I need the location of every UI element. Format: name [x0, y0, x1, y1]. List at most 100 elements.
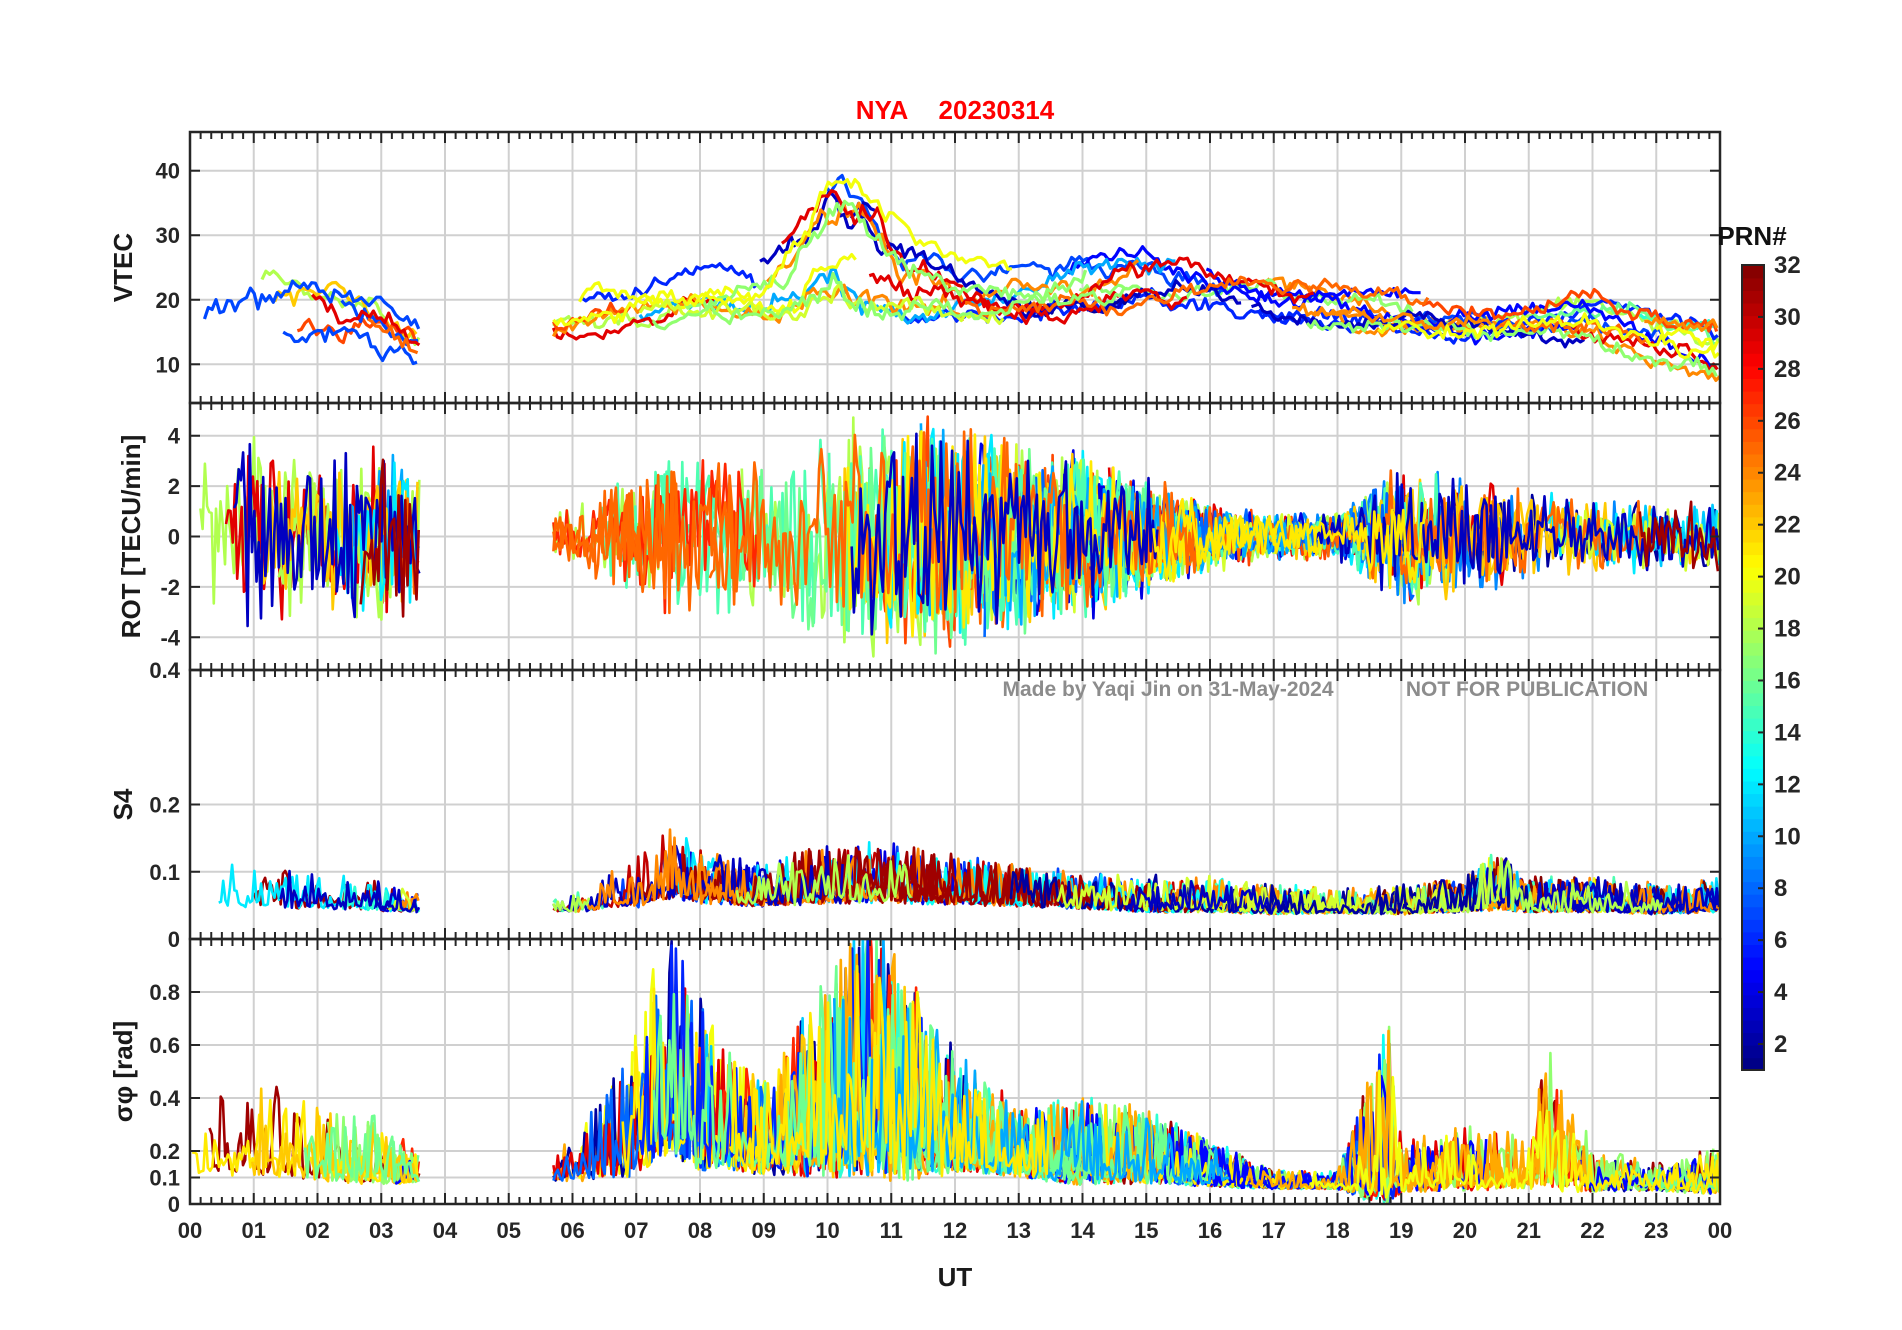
colorbar-swatch — [1742, 969, 1764, 983]
prn-trace-7 — [282, 326, 418, 366]
prn-trace-24 — [1644, 316, 1719, 332]
watermark-notice: NOT FOR PUBLICATION — [1406, 678, 1648, 701]
colorbar-swatch — [1742, 403, 1764, 417]
x-ticks-sigma_phi — [189, 939, 1721, 1204]
y-tick-label-vtec: 20 — [156, 288, 180, 313]
colorbar-label: PRN# — [1717, 221, 1787, 251]
prn-trace-3 — [1125, 879, 1290, 915]
x-tick-label: 22 — [1580, 1218, 1604, 1243]
x-tick-label: 17 — [1262, 1218, 1286, 1243]
x-tick-label: 14 — [1070, 1218, 1095, 1243]
traces-vtec — [202, 173, 1720, 382]
prn-trace-3 — [850, 432, 1159, 636]
colorbar-swatch — [1742, 956, 1764, 971]
x-ticks-vtec — [189, 132, 1721, 403]
prn-trace-24 — [573, 828, 752, 913]
colorbar-tick-label: 22 — [1774, 512, 1801, 539]
y-tick-label-sigma_phi: 0.2 — [149, 1139, 180, 1164]
prn-trace-17 — [682, 199, 1088, 312]
y-tick-label-rot: 2 — [168, 474, 180, 499]
x-tick-label: 15 — [1134, 1218, 1158, 1243]
colorbar-swatch — [1742, 503, 1764, 518]
prn-trace-29 — [868, 272, 1188, 325]
prn-trace-3 — [1557, 877, 1720, 915]
y-axis-label-s4: S4 — [108, 788, 138, 820]
y-tick-label-sigma_phi: 0.6 — [149, 1033, 180, 1058]
y-tick-label-sigma_phi: 0.8 — [149, 980, 180, 1005]
colorbar-swatch — [1742, 629, 1764, 644]
prn-trace-26 — [1421, 287, 1719, 333]
x-tick-label: 18 — [1325, 1218, 1349, 1243]
colorbar-swatch — [1742, 868, 1764, 883]
colorbar-tick-label: 24 — [1774, 460, 1801, 487]
title-date: 20230314 — [939, 95, 1055, 125]
colorbar-swatch — [1742, 1044, 1764, 1059]
y-tick-label-vtec: 10 — [156, 352, 180, 377]
colorbar-tick-label: 12 — [1774, 771, 1801, 798]
colorbar-swatch — [1742, 277, 1764, 291]
colorbar-swatch — [1742, 566, 1764, 581]
colorbar-tick-label: 8 — [1774, 875, 1787, 902]
prn-trace-24 — [1291, 302, 1511, 333]
colorbar-tick-label: 14 — [1774, 719, 1801, 746]
y-tick-label-rot: 0 — [168, 525, 180, 550]
colorbar-swatch — [1742, 617, 1764, 631]
colorbar-swatch — [1742, 529, 1764, 543]
colorbar-swatch — [1742, 730, 1764, 744]
y-tick-label-vtec: 40 — [156, 159, 180, 184]
colorbar-swatch — [1742, 315, 1764, 329]
prn-trace-20 — [1655, 324, 1719, 351]
colorbar-swatch — [1742, 994, 1764, 1008]
colorbar-swatch — [1742, 717, 1764, 732]
colorbar-swatch — [1742, 265, 1764, 279]
panel-vtec: 10 20 30 40 VTEC — [108, 130, 1722, 405]
prn-trace-7 — [202, 279, 421, 330]
colorbar-swatch — [1742, 692, 1764, 707]
colorbar-swatch — [1742, 302, 1764, 317]
colorbar-swatch — [1742, 491, 1764, 505]
panel-sigma_phi: 00.10.2 0.4 0.6 0.8 σφ [rad] 00 01 02 03 04 05 06 07… — [108, 937, 1732, 1243]
colorbar-swatch — [1742, 1019, 1764, 1034]
x-tick-label: 11 — [880, 1218, 903, 1243]
x-axis-label: UT — [938, 1262, 973, 1292]
prn-trace-2 — [1264, 873, 1479, 916]
colorbar-tick-label: 32 — [1774, 252, 1801, 279]
x-tick-label: 03 — [369, 1218, 393, 1243]
prn-trace-17 — [1305, 315, 1718, 378]
title-station: NYA — [856, 95, 909, 125]
x-tick-label: 00 — [178, 1218, 202, 1243]
colorbar-swatch — [1742, 780, 1764, 795]
x-tick-label: 08 — [688, 1218, 712, 1243]
x-tick-label: 07 — [624, 1218, 648, 1243]
prn-trace-18 — [735, 854, 912, 907]
colorbar-swatch — [1742, 327, 1764, 342]
panel-rot: -4 -2 0 2 4 ROT [TECU/min] — [116, 401, 1722, 672]
colorbar-swatch — [1742, 793, 1764, 807]
prn-trace-21 — [728, 964, 1051, 1181]
y-tick-label-sigma_phi: 0 — [168, 1192, 180, 1217]
prn-trace-18 — [552, 894, 591, 914]
y-tick-label-sigma_phi: 0.4 — [149, 1086, 180, 1111]
y-tick-label-s4: 0.2 — [149, 793, 180, 818]
prn-trace-25 — [1499, 319, 1651, 345]
prn-trace-20 — [1309, 1069, 1584, 1199]
prn-trace-26 — [296, 317, 418, 345]
prn-trace-21 — [1152, 496, 1427, 590]
x-tick-label: 05 — [497, 1218, 521, 1243]
colorbar-swatch — [1742, 478, 1764, 493]
x-tick-label: 01 — [242, 1218, 266, 1243]
colorbar-swatch — [1742, 592, 1764, 606]
prn-trace-21 — [1647, 1152, 1720, 1194]
colorbar-swatch — [1742, 654, 1764, 669]
colorbar-swatch — [1742, 981, 1764, 996]
prn-trace-25 — [367, 317, 419, 355]
prn-trace-25 — [552, 470, 680, 600]
colorbar-swatch — [1742, 831, 1764, 845]
colorbar-swatch — [1742, 541, 1764, 556]
colorbar-swatch — [1742, 843, 1764, 857]
colorbar-tick-label: 26 — [1774, 408, 1801, 435]
colorbar-swatch — [1742, 1032, 1764, 1046]
x-tick-label: 23 — [1644, 1218, 1668, 1243]
